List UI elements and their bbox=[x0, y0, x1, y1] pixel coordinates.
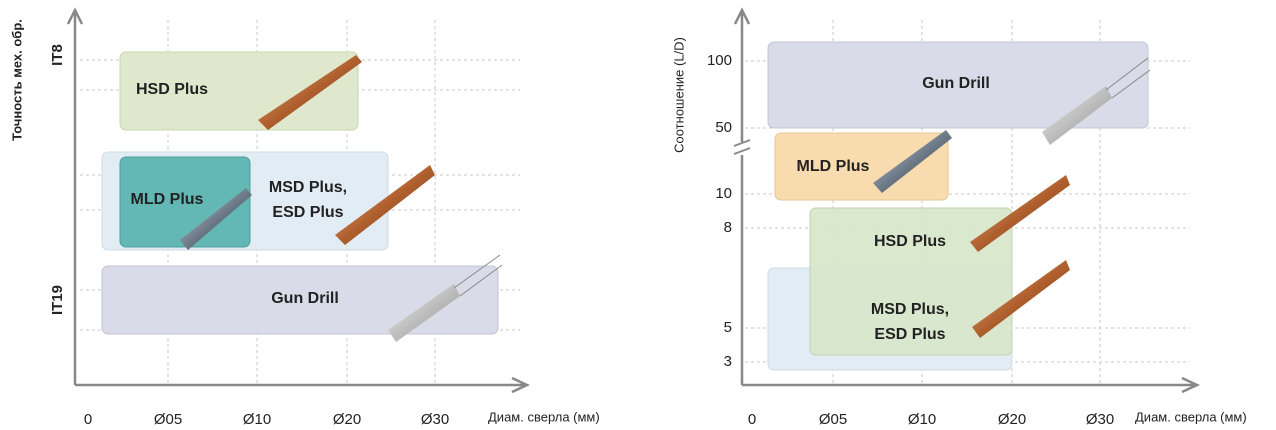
y-label: 50 bbox=[715, 119, 732, 136]
box-label: MLD Plus bbox=[131, 191, 204, 208]
box-label: HSD Plus bbox=[874, 233, 946, 250]
x-tick-label: Ø30 bbox=[1086, 411, 1114, 428]
box-label: HSD Plus bbox=[136, 81, 208, 98]
x-tick-label: Ø10 bbox=[243, 411, 271, 428]
box-label: ESD Plus bbox=[874, 326, 945, 343]
x-axis-title: Диам. сверла (мм) bbox=[488, 409, 600, 424]
box-label: Gun Drill bbox=[922, 75, 990, 92]
x-axis bbox=[742, 378, 1197, 392]
x-tick-label: 0 bbox=[84, 411, 92, 428]
x-tick-label: Ø20 bbox=[333, 411, 361, 428]
box-label: MSD Plus, bbox=[269, 179, 347, 196]
y-label: IT19 bbox=[49, 285, 66, 315]
y-label: 3 bbox=[724, 353, 732, 370]
box-label: MLD Plus bbox=[797, 158, 870, 175]
x-tick-label: Ø05 bbox=[819, 411, 847, 428]
x-tick-label: Ø30 bbox=[421, 411, 449, 428]
y-label: IT8 bbox=[49, 44, 66, 66]
x-tick-label: 0 bbox=[748, 411, 756, 428]
y-axis-title: Точность мех. обр. bbox=[9, 19, 24, 141]
axis-break bbox=[734, 140, 750, 154]
x-tick-label: Ø05 bbox=[154, 411, 182, 428]
y-label: 8 bbox=[724, 219, 732, 236]
y-label: 100 bbox=[707, 52, 732, 69]
x-axis-title: Диам. сверла (мм) bbox=[1135, 409, 1247, 424]
y-label: 10 bbox=[715, 185, 732, 202]
box-label: ESD Plus bbox=[272, 204, 343, 221]
box-label: MSD Plus, bbox=[871, 301, 949, 318]
box-label: Gun Drill bbox=[271, 290, 339, 307]
y-axis bbox=[735, 10, 749, 385]
y-axis bbox=[68, 10, 82, 385]
page: Точность мех. обр. IT8 IT19 0 Ø05 Ø10 Ø2… bbox=[0, 0, 1276, 430]
right-panel: Соотношение (L/D) 100 50 10 8 5 3 0 Ø05 … bbox=[671, 10, 1246, 428]
x-axis bbox=[75, 378, 527, 392]
y-axis-title: Соотношение (L/D) bbox=[671, 37, 686, 153]
left-panel: Точность мех. обр. IT8 IT19 0 Ø05 Ø10 Ø2… bbox=[9, 10, 599, 428]
x-tick-label: Ø20 bbox=[998, 411, 1026, 428]
x-tick-label: Ø10 bbox=[908, 411, 936, 428]
y-label: 5 bbox=[724, 319, 732, 336]
